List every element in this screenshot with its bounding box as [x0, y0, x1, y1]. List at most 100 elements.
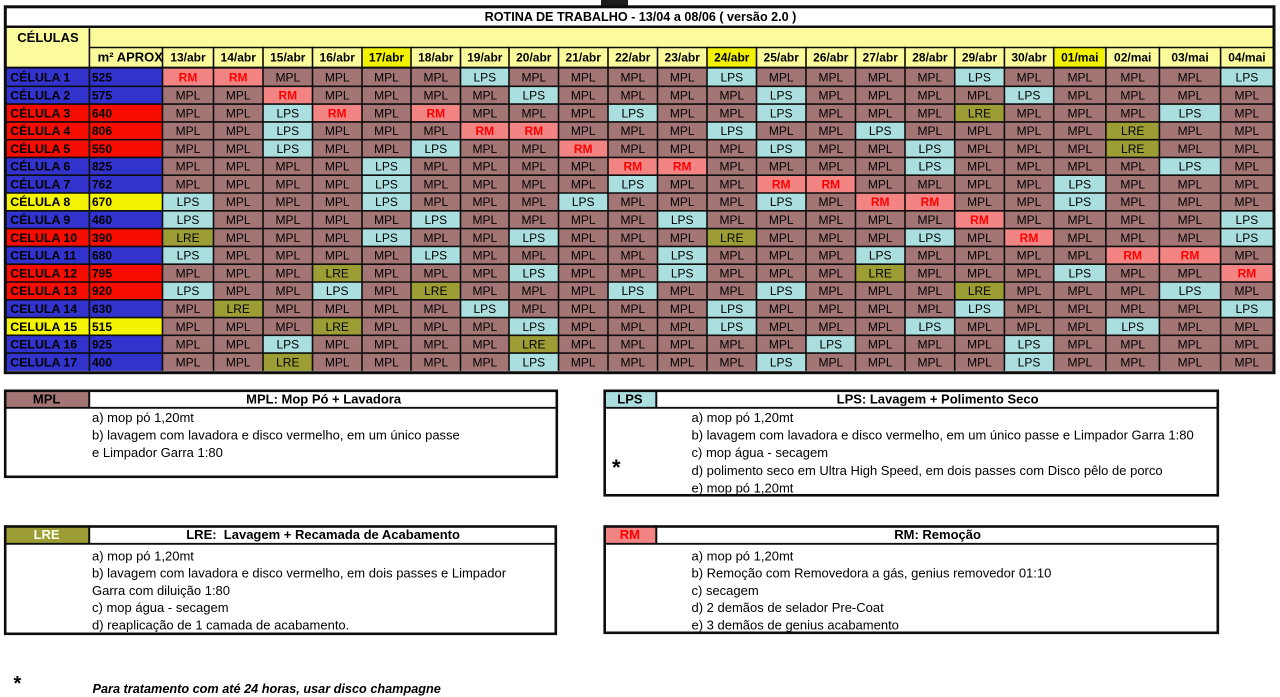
svg-text:LPS: LPS — [424, 213, 447, 227]
svg-text:MPL: MPL — [571, 266, 596, 280]
svg-text:MPL: MPL — [1067, 124, 1092, 138]
svg-text:24/abr: 24/abr — [714, 50, 750, 64]
svg-text:MPL: MPL — [423, 266, 448, 280]
svg-text:28/abr: 28/abr — [912, 50, 948, 64]
svg-text:MPL: MPL — [719, 266, 744, 280]
svg-text:MPL: MPL — [769, 160, 794, 174]
svg-text:MPL: MPL — [374, 338, 399, 352]
svg-text:RM: RM — [772, 177, 791, 191]
svg-text:LPS: LPS — [1236, 302, 1259, 316]
svg-text:MPL: MPL — [176, 142, 201, 156]
svg-text:MPL: MPL — [769, 124, 794, 138]
svg-text:LPS: LPS — [522, 355, 545, 369]
svg-text:MPL: MPL — [1017, 249, 1042, 263]
svg-text:MPL: MPL — [1178, 89, 1203, 103]
svg-text:MPL: MPL — [818, 231, 843, 245]
svg-text:LPS: LPS — [1068, 177, 1091, 191]
svg-text:MPL: MPL — [472, 177, 497, 191]
svg-text:CELULA 17: CELULA 17 — [10, 355, 77, 369]
svg-text:02/mai: 02/mai — [1114, 50, 1151, 64]
svg-text:MPL: MPL — [1235, 106, 1260, 120]
svg-text:MPL: MPL — [719, 355, 744, 369]
svg-text:LPS: LPS — [720, 320, 743, 334]
svg-text:MPL: MPL — [868, 160, 893, 174]
svg-text:MPL: MPL — [670, 195, 695, 209]
svg-text:MPL: MPL — [275, 71, 300, 85]
svg-text:MPL: MPL — [325, 124, 350, 138]
svg-text:MPL: MPL — [1120, 71, 1145, 85]
svg-text:LPS: LPS — [671, 249, 694, 263]
svg-text:LPS: LPS — [770, 106, 793, 120]
svg-text:MPL: MPL — [521, 177, 546, 191]
svg-text:MPL: MPL — [275, 284, 300, 298]
svg-text:MPL: MPL — [325, 338, 350, 352]
svg-text:CÉLULA 8: CÉLULA 8 — [10, 194, 70, 209]
svg-text:20/abr: 20/abr — [516, 50, 552, 64]
svg-text:MPL: MPL — [818, 71, 843, 85]
svg-text:MPL: MPL — [1067, 284, 1092, 298]
svg-text:LPS: LPS — [770, 142, 793, 156]
svg-text:LRE: LRE — [968, 284, 991, 298]
svg-text:MPL: MPL — [374, 142, 399, 156]
svg-text:MPL: MPL — [769, 213, 794, 227]
svg-text:MPL: MPL — [719, 338, 744, 352]
svg-text:RM: RM — [970, 213, 989, 227]
svg-text:MPL: MPL — [176, 160, 201, 174]
svg-text:MPL: MPL — [472, 142, 497, 156]
svg-text:CÉLULA 9: CÉLULA 9 — [10, 212, 70, 227]
svg-text:CELULA 12: CELULA 12 — [10, 266, 77, 280]
svg-text:MPL: MPL — [226, 124, 251, 138]
svg-text:MPL: MPL — [918, 106, 943, 120]
svg-text:c) secagem: c) secagem — [692, 583, 759, 598]
svg-text:MPL: MPL — [1017, 195, 1042, 209]
svg-text:MPL: MPL — [868, 284, 893, 298]
svg-text:MPL: MPL — [423, 302, 448, 316]
svg-text:575: 575 — [92, 89, 112, 103]
svg-text:CELULA 13: CELULA 13 — [10, 284, 77, 298]
svg-text:LPS: LPS — [617, 391, 643, 406]
svg-text:LRE: LRE — [424, 284, 447, 298]
svg-text:a) mop pó 1,20mt: a) mop pó 1,20mt — [92, 410, 194, 425]
svg-text:LPS: LPS — [1236, 71, 1259, 85]
svg-text:630: 630 — [92, 302, 112, 316]
svg-text:LPS: LPS — [522, 266, 545, 280]
svg-text:MPL: MPL — [620, 266, 645, 280]
svg-text:LPS: LPS — [473, 71, 496, 85]
svg-text:b) lavagem com lavadora e disc: b) lavagem com lavadora e disco vermelho… — [692, 428, 1194, 443]
svg-text:MPL: MPL — [818, 249, 843, 263]
svg-text:LPS: LPS — [177, 213, 200, 227]
svg-text:MPL: MPL — [620, 249, 645, 263]
svg-text:MPL: MPL — [374, 249, 399, 263]
svg-text:MPL: MPL — [374, 355, 399, 369]
svg-text:MPL: MPL — [818, 195, 843, 209]
svg-text:ROTINA DE TRABALHO - 13/04 a 0: ROTINA DE TRABALHO - 13/04 a 08/06 ( ver… — [485, 10, 797, 24]
svg-text:MPL: MPL — [571, 160, 596, 174]
svg-text:d) 2 demãos de selador Pre-Coa: d) 2 demãos de selador Pre-Coat — [692, 600, 885, 615]
svg-text:LRE: LRE — [1121, 142, 1144, 156]
svg-text:MPL: MPL — [1178, 338, 1203, 352]
svg-text:MPL: MPL — [818, 320, 843, 334]
svg-text:MPL: MPL — [374, 213, 399, 227]
svg-text:MPL: MPL — [325, 142, 350, 156]
svg-text:RM: RM — [821, 177, 840, 191]
svg-text:MPL: MPL — [472, 231, 497, 245]
svg-text:MPL: MPL — [769, 71, 794, 85]
svg-text:MPL: MPL — [967, 266, 992, 280]
svg-text:MPL: MPL — [1017, 160, 1042, 174]
svg-text:MPL: MPL — [670, 71, 695, 85]
svg-text:CÉLULAS: CÉLULAS — [17, 30, 79, 45]
svg-text:c) mop água - secagem: c) mop água - secagem — [92, 600, 229, 615]
svg-text:CÉLULA 2: CÉLULA 2 — [10, 88, 70, 103]
svg-text:MPL: MPL — [1120, 106, 1145, 120]
svg-text:Para tratamento com até 24 hor: Para tratamento com até 24 horas, usar d… — [93, 682, 441, 696]
svg-text:LPS: LPS — [621, 284, 644, 298]
svg-text:795: 795 — [92, 266, 112, 280]
svg-text:LPS: LPS — [1018, 355, 1041, 369]
svg-text:LPS: LPS — [770, 355, 793, 369]
svg-text:MPL: MPL — [670, 106, 695, 120]
svg-text:MPL: MPL — [918, 355, 943, 369]
svg-text:MPL: MPL — [374, 302, 399, 316]
svg-text:LPS: LPS — [720, 124, 743, 138]
svg-text:MPL: MPL — [1120, 89, 1145, 103]
svg-text:515: 515 — [92, 320, 112, 334]
